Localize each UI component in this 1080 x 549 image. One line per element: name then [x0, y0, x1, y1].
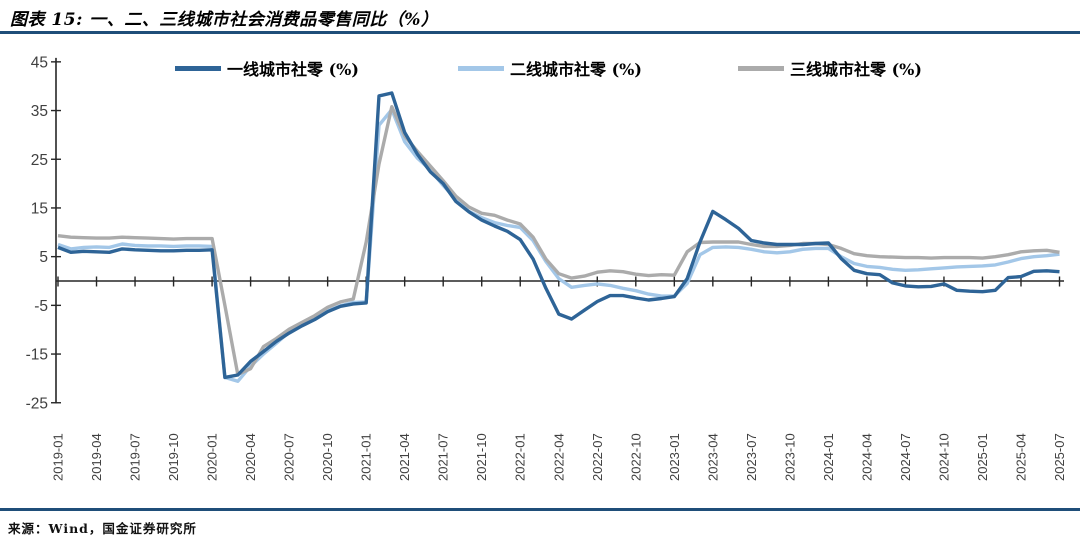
legend-item: 二线城市社零 (%): [458, 60, 642, 79]
legend-swatch: [738, 66, 784, 71]
legend-item: 一线城市社零 (%): [175, 60, 359, 79]
x-axis-tick-label: 2021-07: [436, 433, 451, 481]
y-axis-tick-label: -25: [26, 395, 48, 412]
chart-canvas: 45 35 25 15 5 -5 -15 -25 2019-01 2019-04 2019-07 20…: [26, 54, 1067, 481]
x-axis-tick-label: 2023-04: [705, 433, 720, 481]
x-axis-tick-label: 2024-01: [821, 433, 836, 481]
x-axis-tick-label: 2022-01: [513, 433, 528, 481]
footer-rule: [0, 508, 1080, 511]
y-axis-tick-label: 45: [31, 54, 48, 71]
y-axis-tick-label: 35: [31, 103, 48, 120]
x-axis-tick-label: 2025-07: [1052, 433, 1067, 481]
legend-item: 三线城市社零 (%): [738, 60, 922, 79]
legend-label: 三线城市社零 (%): [790, 60, 922, 79]
x-axis-tick-label: 2021-04: [397, 433, 412, 481]
legend-label: 二线城市社零 (%): [510, 60, 642, 79]
source-note: 来源：Wind，国金证券研究所: [8, 521, 197, 536]
x-axis-tick-label: 2020-04: [243, 433, 258, 481]
x-axis-tick-label: 2019-10: [166, 433, 181, 481]
x-axis-tick-label: 2019-01: [51, 433, 66, 481]
x-axis-tick-label: 2022-07: [590, 433, 605, 481]
series-line-tier3: [57, 104, 1060, 377]
x-axis-tick-label: 2023-10: [782, 433, 797, 481]
chart-area: 45 35 25 15 5 -5 -15 -25 2019-01 2019-04 2019-07 20…: [0, 34, 1080, 506]
series-line-tier2: [57, 107, 1060, 383]
x-axis-tick-label: 2020-10: [320, 433, 335, 481]
x-axis-tick-label: 2022-10: [628, 433, 643, 481]
x-axis-tick-label: 2025-04: [1014, 433, 1029, 481]
y-axis-tick-label: -15: [26, 347, 48, 364]
y-axis-tick-label: 15: [31, 200, 48, 217]
y-axis-tick-label: -5: [34, 298, 48, 315]
x-axis-tick-label: 2023-01: [667, 433, 682, 481]
x-axis-tick-label: 2024-07: [898, 433, 913, 481]
series-line-tier1: [57, 91, 1060, 380]
y-axis-tick-label: 5: [39, 249, 48, 266]
x-axis-tick-label: 2023-07: [744, 433, 759, 481]
y-axis-tick-label: 25: [31, 152, 48, 169]
x-axis-tick-label: 2019-04: [89, 433, 104, 481]
x-axis-tick-label: 2022-04: [551, 433, 566, 481]
x-axis-tick-label: 2019-07: [128, 433, 143, 481]
x-axis-tick-label: 2024-10: [936, 433, 951, 481]
chart-title: 图表 15: 一、二、三线城市社会消费品零售同比（%）: [10, 10, 439, 30]
header-rule: [0, 31, 1080, 34]
x-axis-tick-label: 2024-04: [859, 433, 874, 481]
x-axis-tick-label: 2020-01: [205, 433, 220, 481]
legend-label: 一线城市社零 (%): [227, 60, 359, 79]
x-axis-tick-label: 2021-10: [474, 433, 489, 481]
legend-swatch: [175, 66, 221, 71]
legend-swatch: [458, 66, 504, 71]
x-axis-tick-label: 2021-01: [359, 433, 374, 481]
x-axis-tick-label: 2025-01: [975, 433, 990, 481]
x-axis-tick-label: 2020-07: [282, 433, 297, 481]
